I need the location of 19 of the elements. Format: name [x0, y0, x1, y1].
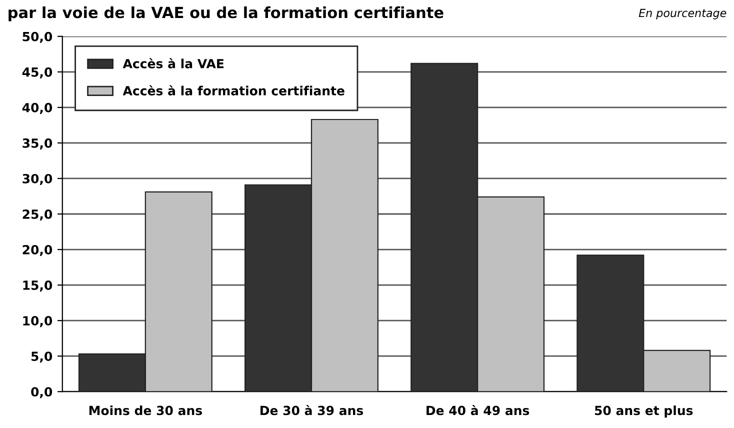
y-tick-label: 35,0 [22, 138, 52, 150]
y-tick-label: 20,0 [22, 244, 52, 256]
y-tick-label: 25,0 [22, 209, 52, 221]
x-tick-label: De 40 à 49 ans [426, 405, 530, 416]
x-tick-label: 50 ans et plus [594, 406, 693, 418]
y-tick-label: 0,0 [31, 387, 52, 398]
x-tick-label: Moins de 30 ans [89, 406, 202, 416]
y-tick-label: 30,0 [22, 174, 52, 185]
text: En pourcentage [638, 8, 726, 20]
legend-label: Accès à la formation certifiante [122, 85, 344, 96]
y-tick-label: 50,0 [22, 32, 52, 43]
y-tick-label: 10,0 [23, 316, 52, 328]
y-tick-label: 45,0 [22, 67, 52, 78]
chart-title: par la voie de la VAE ou de la formation certifiante [8, 6, 444, 22]
y-tick-label: 5,0 [31, 352, 52, 363]
y-tick-label: 15,0 [23, 280, 52, 292]
legend-label: Accès à la VAE [122, 58, 224, 68]
y-tick-label: 40,0 [22, 102, 52, 114]
x-tick-label: De 30 à 39 ans [260, 405, 364, 416]
